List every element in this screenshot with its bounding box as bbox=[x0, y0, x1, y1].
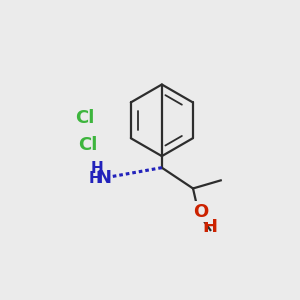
Text: O: O bbox=[194, 202, 209, 220]
Text: H: H bbox=[91, 160, 103, 175]
Text: H: H bbox=[89, 171, 102, 186]
Text: H: H bbox=[203, 218, 218, 236]
Text: Cl: Cl bbox=[78, 136, 98, 154]
Text: N: N bbox=[97, 169, 112, 187]
Text: Cl: Cl bbox=[75, 109, 94, 127]
